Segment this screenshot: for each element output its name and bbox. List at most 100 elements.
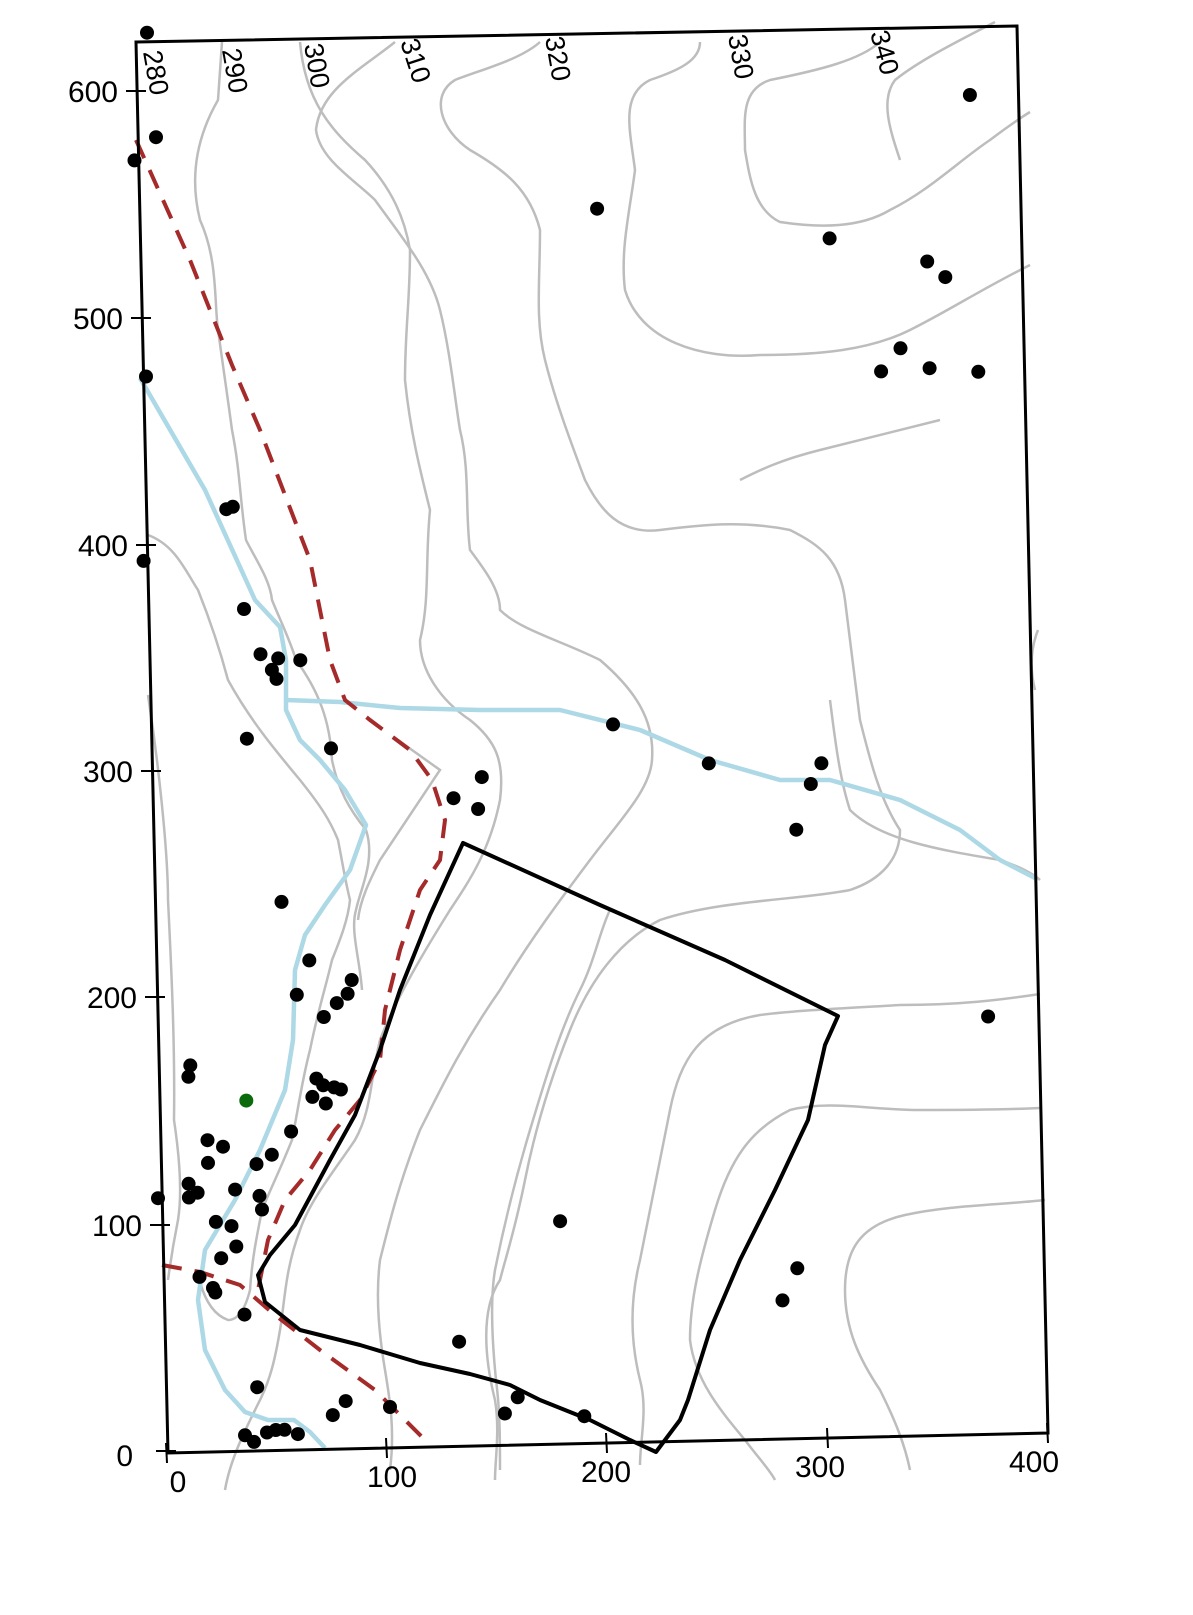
sample-point (289, 987, 304, 1002)
sample-point (316, 1078, 331, 1093)
sample-point (590, 201, 605, 216)
contour-350 (843, 1198, 1046, 1471)
sample-point (822, 231, 837, 246)
sample-point (329, 996, 344, 1011)
contour-330-b (631, 992, 1041, 1466)
sample-point (139, 369, 153, 384)
contour-label-300: 300 (298, 41, 335, 91)
sample-point (247, 1434, 261, 1449)
x-tick-label: 300 (795, 1451, 845, 1484)
contour-label-290: 290 (216, 46, 253, 96)
sample-point (140, 25, 154, 40)
sample-point (577, 1409, 592, 1424)
x-tick (605, 1432, 608, 1454)
sample-point (284, 1124, 299, 1139)
contour-350-upper (886, 20, 996, 161)
sample-point (136, 553, 151, 568)
sample-point (127, 153, 142, 168)
sample-point (606, 717, 620, 732)
sample-point (237, 602, 251, 616)
sample-point (208, 1285, 223, 1300)
sample-point (277, 1422, 292, 1437)
sample-point (249, 1157, 264, 1172)
contour-320 (439, 41, 902, 1481)
x-tick-label: 200 (581, 1456, 631, 1489)
sample-point (252, 1188, 267, 1203)
sample-point (920, 254, 935, 269)
stream-tributary (285, 697, 1037, 881)
sample-point (790, 1261, 805, 1276)
sample-point (192, 1269, 207, 1284)
plot-frame (134, 24, 1050, 1455)
contour-label-310: 310 (394, 35, 436, 87)
x-tick (826, 1427, 829, 1449)
y-tick-label: 600 (68, 76, 118, 109)
sample-point (318, 1096, 333, 1111)
sample-point (340, 986, 355, 1001)
contour-280 (146, 694, 182, 1281)
sample-point (383, 1400, 397, 1414)
sample-point (181, 1176, 196, 1191)
contour-label-330: 330 (722, 32, 759, 82)
sample-point (253, 647, 268, 662)
sample-point (208, 1214, 223, 1229)
roads (134, 139, 448, 1447)
sample-point (250, 1380, 265, 1395)
x-tick (1046, 1422, 1049, 1444)
contour-290-lower (147, 533, 352, 1322)
y-axis: 600 500 400 300 200 100 0 (68, 76, 176, 1473)
y-tick-label: 300 (83, 756, 133, 789)
sample-point (271, 651, 286, 666)
sample-point (190, 1185, 205, 1200)
study-area-boundary (256, 841, 840, 1454)
sample-point (183, 1058, 198, 1073)
sample-point (274, 894, 289, 909)
sample-point (228, 1182, 243, 1197)
sample-point (237, 1307, 252, 1322)
x-axis: 0 100 200 300 400 (165, 1422, 1059, 1499)
y-tick-label: 200 (87, 982, 137, 1015)
x-tick (165, 1442, 168, 1464)
contour-lines (146, 20, 1046, 1491)
contour-330 (622, 41, 1031, 357)
sample-point (216, 1139, 230, 1154)
contour-300 (223, 41, 503, 1491)
contour-label-340: 340 (864, 27, 905, 78)
sample-point (510, 1390, 525, 1405)
sample-point (471, 802, 486, 816)
sample-point (893, 341, 908, 356)
sample-point (214, 1251, 229, 1266)
sample-point (775, 1293, 790, 1308)
contour-label-280: 280 (137, 48, 174, 98)
contour-310 (314, 41, 654, 1471)
sample-point (874, 364, 889, 379)
contour-road-spur (356, 738, 442, 921)
streams (138, 376, 1037, 1450)
y-tick-label: 100 (92, 1210, 142, 1243)
y-tick-label: 500 (73, 303, 123, 336)
sample-point (474, 770, 489, 785)
sample-point (789, 822, 804, 837)
sample-point (149, 130, 163, 145)
sample-point (981, 1009, 996, 1024)
contour-label-320: 320 (539, 34, 576, 84)
sample-point (962, 88, 977, 102)
sample-point (333, 1082, 348, 1097)
sample-point (446, 791, 461, 806)
contour-330-mid (739, 418, 941, 482)
x-tick (385, 1437, 388, 1459)
sample-point (814, 756, 829, 771)
sample-point (316, 1010, 331, 1024)
sample-point (971, 364, 986, 379)
sample-point (922, 361, 937, 376)
x-tick-label: 0 (170, 1466, 187, 1499)
x-tick-label: 100 (367, 1461, 417, 1494)
sample-point (553, 1214, 568, 1229)
sample-point (201, 1155, 215, 1170)
y-tick-label: 400 (78, 530, 128, 563)
contour-290-upper (193, 41, 371, 991)
sample-point (290, 1427, 305, 1442)
sample-point (269, 671, 284, 686)
stream-main (138, 376, 369, 1450)
